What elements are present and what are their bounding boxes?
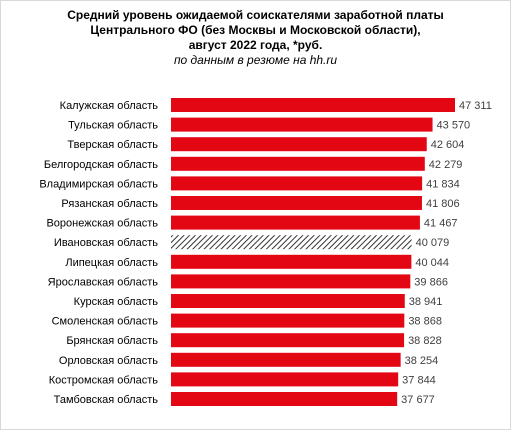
category-label: Курская область	[74, 296, 159, 308]
bar	[171, 352, 401, 367]
bars-group: Калужская область 47 311 Тульская область 4…	[39, 98, 492, 406]
bar	[171, 137, 427, 152]
value-label: 37 844	[402, 374, 436, 386]
category-label: Ивановская область	[54, 237, 158, 249]
chart-title-line-2: Центрального ФО (без Москвы и Московской…	[90, 23, 421, 37]
bar	[171, 156, 425, 171]
category-label: Рязанская область	[61, 198, 158, 210]
category-label: Брянская область	[66, 335, 158, 347]
category-label: Тульская область	[68, 120, 158, 132]
category-label: Владимирская область	[39, 178, 158, 190]
bar	[171, 176, 423, 191]
value-label: 43 570	[437, 120, 471, 132]
value-label: 47 311	[459, 100, 492, 112]
category-label: Ярославская область	[48, 276, 159, 288]
value-label: 42 604	[431, 139, 465, 151]
chart-subtitle: по данным в резюме на hh.ru	[173, 53, 338, 67]
category-label: Воронежская область	[46, 218, 158, 230]
bar-highlighted	[171, 235, 412, 250]
chart-title-line-1: Средний уровень ожидаемой соискателями з…	[67, 8, 444, 22]
value-label: 37 677	[401, 394, 435, 406]
bar	[171, 117, 433, 132]
value-label: 39 866	[414, 276, 448, 288]
bar	[171, 392, 398, 406]
bar	[171, 215, 420, 230]
category-label: Тамбовская область	[54, 394, 159, 406]
category-label: Липецкая область	[65, 257, 158, 269]
value-label: 38 868	[408, 316, 442, 328]
value-label: 38 254	[405, 355, 439, 367]
bar	[171, 196, 422, 210]
bar	[171, 372, 399, 387]
bar	[171, 333, 405, 348]
bar	[171, 294, 405, 308]
value-label: 40 079	[416, 237, 450, 249]
category-label: Смоленская область	[52, 316, 159, 328]
value-label: 41 834	[426, 178, 460, 190]
bar	[171, 254, 412, 269]
value-label: 41 806	[426, 198, 460, 210]
value-label: 42 279	[429, 159, 463, 171]
category-label: Костромская область	[49, 374, 159, 386]
chart-title-line-3: август 2022 года, *руб.	[188, 38, 323, 52]
bar	[171, 98, 455, 112]
category-label: Калужская область	[60, 100, 159, 112]
category-label: Орловская область	[59, 355, 158, 367]
value-label: 40 044	[415, 257, 449, 269]
category-label: Тверская область	[67, 139, 158, 151]
value-label: 38 941	[409, 296, 443, 308]
bar	[171, 313, 405, 328]
bar	[171, 274, 411, 289]
value-label: 41 467	[424, 218, 458, 230]
category-label: Белгородская область	[44, 159, 158, 171]
chart-title-block: Средний уровень ожидаемой соискателями з…	[0, 8, 511, 68]
value-label: 38 828	[408, 335, 442, 347]
